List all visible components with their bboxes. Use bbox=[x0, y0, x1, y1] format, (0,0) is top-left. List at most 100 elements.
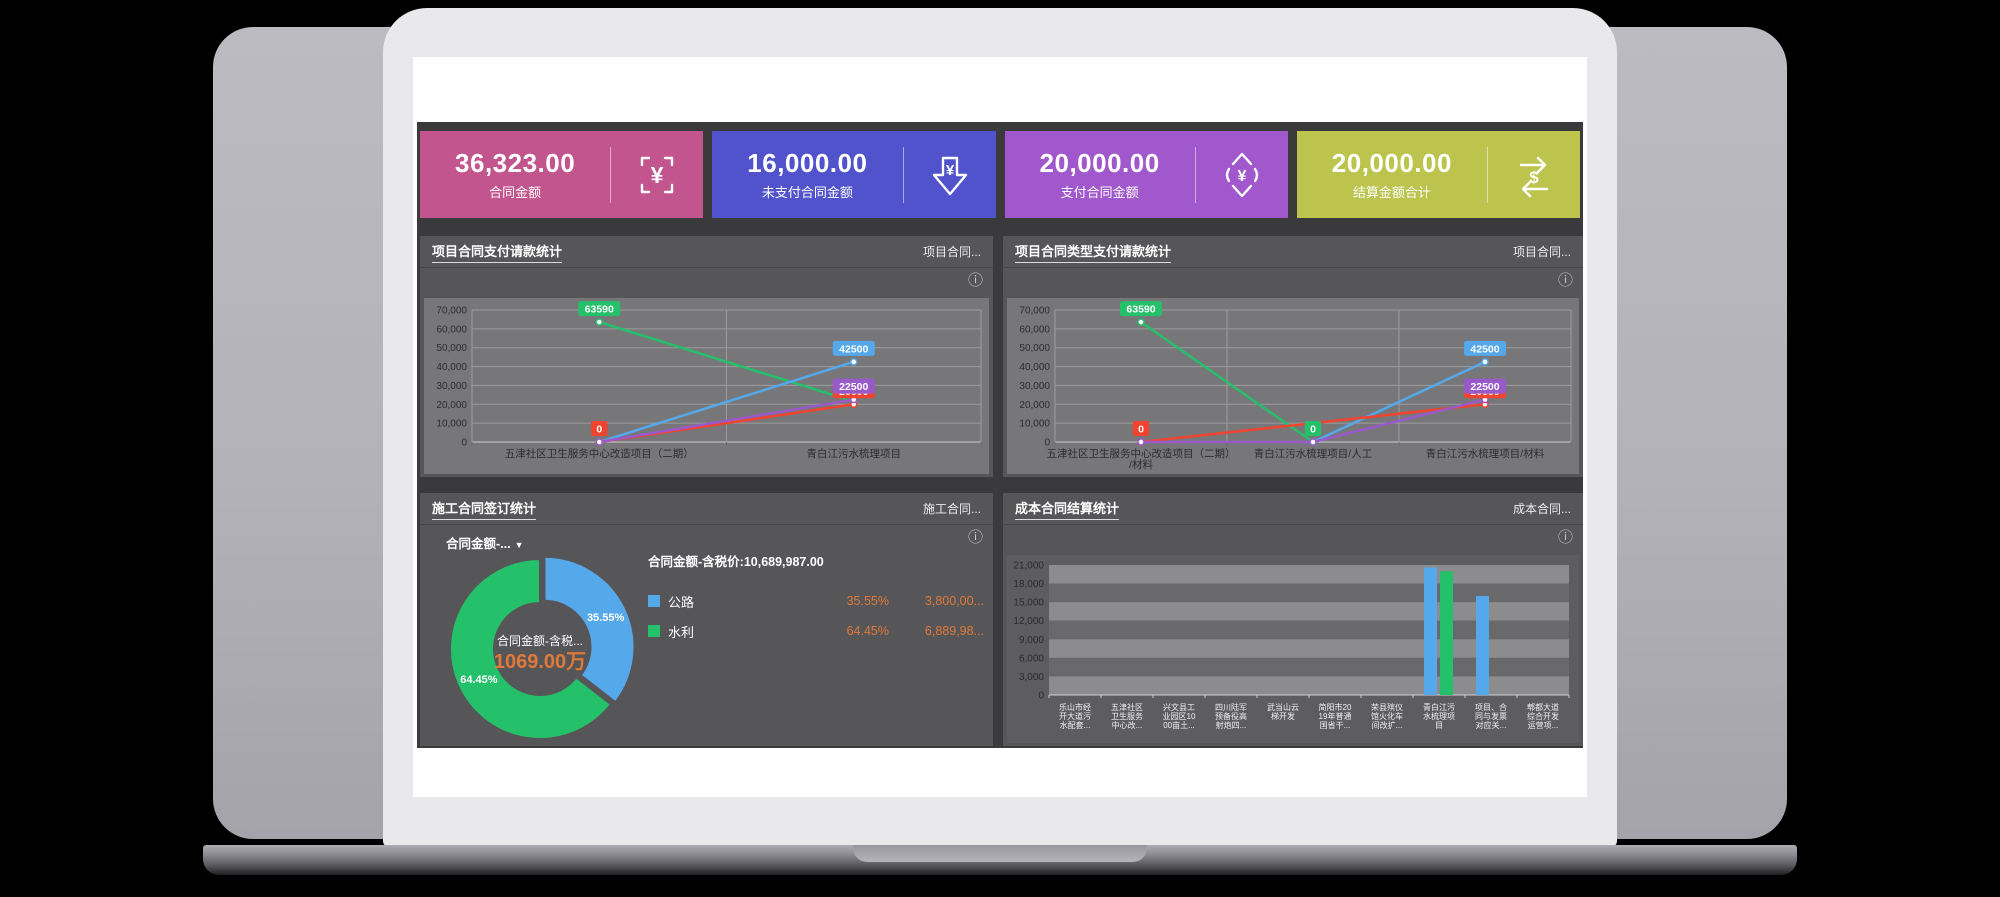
svg-text:40,000: 40,000 bbox=[436, 362, 467, 373]
svg-text:22500: 22500 bbox=[1470, 381, 1499, 393]
panel-header-more[interactable]: 项目合同... bbox=[922, 245, 981, 259]
kpi-value: 20,000.00 bbox=[1331, 148, 1452, 178]
kpi-label: 支付合同金额 bbox=[1060, 185, 1139, 200]
divider bbox=[902, 146, 904, 203]
svg-text:42500: 42500 bbox=[839, 343, 868, 355]
divider bbox=[1194, 146, 1196, 203]
svg-text:35.55%: 35.55% bbox=[587, 612, 625, 624]
bar-category-label: 武当山云梯开发 bbox=[1267, 703, 1299, 722]
panel-construction-contract-signing: 施工合同签订统计 施工合同... ⓘ 合同金额-... ▼ 35.55% 64.45… bbox=[420, 493, 993, 746]
svg-text:10,000: 10,000 bbox=[1019, 419, 1050, 430]
svg-text:21,000: 21,000 bbox=[1013, 561, 1044, 572]
svg-text:10,000: 10,000 bbox=[436, 419, 467, 430]
svg-text:青白江污水梳理项目/人工: 青白江污水梳理项目/人工 bbox=[1254, 447, 1372, 460]
laptop-base-notch bbox=[853, 845, 1147, 862]
svg-text:0: 0 bbox=[596, 424, 602, 436]
yen-frame-icon: ¥ bbox=[641, 156, 674, 193]
legend-title: 合同金额-含税价:10,689,987.00 bbox=[648, 555, 824, 569]
bar-category-label: 青白江污水梳理项目 bbox=[1423, 703, 1455, 731]
svg-text:0: 0 bbox=[1038, 691, 1044, 702]
svg-text:50,000: 50,000 bbox=[1019, 343, 1050, 354]
bar-chart-svg: 0 3,000 6,000 9,000 12,000 15,000 18,000 21,000 bbox=[1013, 561, 1570, 702]
svg-text:63590: 63590 bbox=[585, 304, 614, 316]
panel-title[interactable]: 成本合同结算统计 bbox=[1015, 498, 1120, 520]
svg-text:60,000: 60,000 bbox=[436, 324, 467, 335]
svg-text:70,000: 70,000 bbox=[436, 306, 467, 317]
svg-text:合同金额-含税...: 合同金额-含税... bbox=[497, 633, 583, 648]
svg-text:15,000: 15,000 bbox=[1013, 598, 1044, 609]
svg-text:12,000: 12,000 bbox=[1013, 616, 1044, 627]
svg-text:20,000: 20,000 bbox=[436, 400, 467, 411]
panel-project-contract-payment: 项目合同支付请款统计 项目合同... ⓘ 0 10,000 20,000 30,000… bbox=[420, 236, 993, 477]
svg-text:0: 0 bbox=[1310, 424, 1316, 436]
dashboard: 36,323.00 合同金额 ¥ 16,00 bbox=[417, 122, 1583, 748]
svg-text:0: 0 bbox=[1138, 424, 1144, 436]
dollar-cycle-icon: $ bbox=[1519, 156, 1549, 197]
panel-cost-contract-settlement: 成本合同结算统计 成本合同... ⓘ 0 3,000 6,000 9,000 12,00… bbox=[1003, 493, 1583, 746]
svg-text:9,000: 9,000 bbox=[1019, 635, 1044, 646]
panel-title[interactable]: 项目合同支付请款统计 bbox=[432, 241, 563, 263]
bar-category-axis: 乐山市经开大道污水配套... 五津社区卫生服务中心改... 兴文县工业园区1000亩… bbox=[1049, 703, 1569, 731]
info-icon[interactable]: ⓘ bbox=[967, 272, 983, 289]
svg-text:/材料: /材料 bbox=[1129, 458, 1153, 471]
yen-updown-icon: ¥ bbox=[1225, 152, 1258, 197]
svg-text:青白江污水梳理项目/材料: 青白江污水梳理项目/材料 bbox=[1426, 447, 1545, 460]
svg-text:20,000: 20,000 bbox=[1019, 400, 1050, 411]
svg-text:64.45%: 64.45% bbox=[460, 674, 498, 686]
legend-row-water[interactable]: 水利 64.45% 6,889,98... bbox=[648, 616, 984, 646]
divider bbox=[610, 146, 612, 203]
info-icon[interactable]: ⓘ bbox=[967, 529, 983, 546]
bar-category-label: 简阳市2019年普通国省干... bbox=[1318, 703, 1352, 731]
yen-down-icon: ¥ bbox=[932, 156, 967, 195]
laptop-screen: 36,323.00 合同金额 ¥ 16,00 bbox=[413, 57, 1587, 797]
bar-category-label: 四川陆军预备役高射炮四... bbox=[1215, 703, 1247, 731]
panel-header-more[interactable]: 施工合同... bbox=[922, 502, 981, 516]
bar-category-label: 荣县殡仪馆火化车间改扩... bbox=[1371, 703, 1403, 731]
svg-text:青白江污水梳理项目: 青白江污水梳理项目 bbox=[807, 447, 902, 460]
svg-text:60,000: 60,000 bbox=[1019, 324, 1050, 335]
legend-swatch bbox=[648, 625, 660, 637]
chevron-down-icon: ▼ bbox=[514, 540, 524, 550]
panel-title[interactable]: 项目合同类型支付请款统计 bbox=[1015, 241, 1172, 263]
bar-category-label: 五津社区卫生服务中心改... bbox=[1111, 703, 1143, 731]
kpi-value: 16,000.00 bbox=[747, 148, 868, 178]
svg-text:63590: 63590 bbox=[1126, 304, 1155, 316]
svg-text:30,000: 30,000 bbox=[436, 381, 467, 392]
donut-chart-svg: 35.55% 64.45% 合同金额-含税... 1069.00万 bbox=[449, 555, 636, 740]
line-chart-svg: 0 10,000 20,000 30,000 40,000 50,000 60,000 70,… bbox=[1019, 301, 1572, 471]
panel-project-contract-type-payment: 项目合同类型支付请款统计 项目合同... ⓘ 0 10,000 20,000 30,0… bbox=[1003, 236, 1583, 477]
svg-text:五津社区卫生服务中心改造项目（二期）: 五津社区卫生服务中心改造项目（二期） bbox=[505, 447, 694, 460]
metric-dropdown[interactable]: 合同金额-... ▼ bbox=[446, 537, 524, 551]
bar-category-label: 项目、合同与发票对应关... bbox=[1475, 703, 1507, 731]
svg-text:五津社区卫生服务中心改造项目（二期）: 五津社区卫生服务中心改造项目（二期） bbox=[1047, 447, 1236, 460]
svg-text:30,000: 30,000 bbox=[1019, 381, 1050, 392]
kpi-label: 合同金额 bbox=[489, 185, 542, 200]
svg-text:0: 0 bbox=[1044, 438, 1050, 449]
kpi-label: 未支付合同金额 bbox=[761, 185, 853, 200]
info-icon[interactable]: ⓘ bbox=[1557, 529, 1573, 546]
svg-text:42500: 42500 bbox=[1470, 343, 1499, 355]
bar-category-label: 乐山市经开大道污水配套... bbox=[1059, 703, 1091, 731]
laptop-screen-bezel: 36,323.00 合同金额 ¥ 16,00 bbox=[383, 8, 1617, 847]
panel-header-more[interactable]: 成本合同... bbox=[1512, 502, 1571, 516]
kpi-row: 36,323.00 合同金额 ¥ 16,00 bbox=[420, 131, 1580, 218]
svg-text:70,000: 70,000 bbox=[1019, 306, 1050, 317]
kpi-label: 结算金额合计 bbox=[1352, 185, 1431, 200]
kpi-card-paid-contract-amount: 20,000.00 支付合同金额 ¥ bbox=[1004, 131, 1288, 218]
bar-category-label: 兴文县工业园区1000亩土... bbox=[1162, 703, 1196, 731]
panel-header-more[interactable]: 项目合同... bbox=[1512, 245, 1571, 259]
kpi-value: 20,000.00 bbox=[1039, 148, 1160, 178]
svg-text:6,000: 6,000 bbox=[1019, 653, 1044, 664]
svg-text:50,000: 50,000 bbox=[436, 343, 467, 354]
svg-text:¥: ¥ bbox=[651, 162, 664, 188]
kpi-card-contract-amount: 36,323.00 合同金额 ¥ bbox=[420, 131, 704, 218]
kpi-card-settlement-total: 20,000.00 结算金额合计 $ bbox=[1296, 131, 1580, 218]
panel-title[interactable]: 施工合同签订统计 bbox=[432, 498, 537, 520]
svg-text:18,000: 18,000 bbox=[1013, 579, 1044, 590]
svg-text:0: 0 bbox=[461, 438, 467, 449]
info-icon[interactable]: ⓘ bbox=[1557, 272, 1573, 289]
svg-text:1069.00万: 1069.00万 bbox=[494, 651, 586, 673]
svg-text:3,000: 3,000 bbox=[1019, 672, 1044, 683]
legend-row-road[interactable]: 公路 35.55% 3,800,00... bbox=[648, 586, 984, 616]
